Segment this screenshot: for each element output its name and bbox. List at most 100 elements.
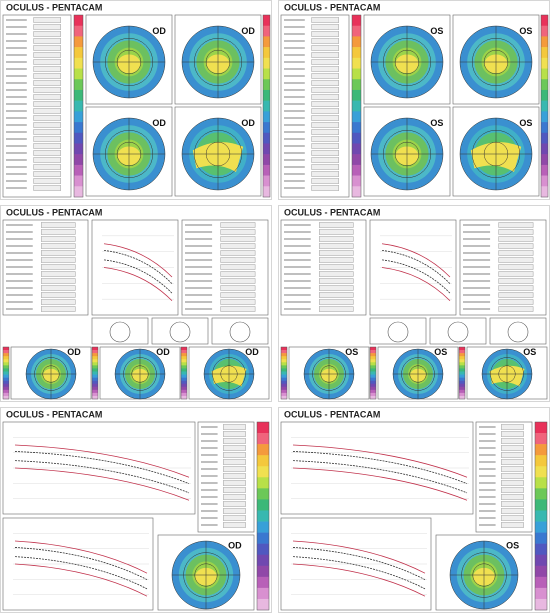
color-scale-step	[535, 565, 547, 578]
info-box	[220, 229, 256, 235]
info-box	[41, 264, 76, 270]
color-scale-step	[181, 368, 187, 372]
report-panel: OCULUS - PENTACAM OD	[0, 407, 272, 613]
color-scale-step	[459, 371, 465, 375]
color-scale-step	[281, 383, 287, 388]
info-box	[220, 271, 256, 277]
info-box	[33, 52, 61, 58]
eye-label: OS	[519, 26, 532, 36]
color-scale-step	[181, 395, 187, 400]
diagram-frame	[151, 317, 209, 345]
color-scale-step	[257, 521, 269, 533]
chart-curve	[292, 556, 426, 590]
color-scale-step	[352, 122, 361, 134]
color-scale-step	[535, 422, 547, 434]
info-box	[222, 522, 246, 528]
report-panel: OCULUS - PENTACAM OD OD OD OD	[0, 0, 272, 200]
eye-label: OD	[228, 540, 242, 550]
color-scale-step	[92, 374, 98, 378]
info-box	[222, 445, 246, 451]
chart-curve	[103, 250, 173, 284]
color-scale-step	[281, 350, 287, 354]
color-scale-step	[92, 365, 98, 369]
diagram-circle	[387, 321, 409, 343]
info-box	[319, 264, 354, 270]
color-scale-step	[541, 132, 548, 144]
color-scale-step	[3, 365, 9, 369]
color-scale-step	[370, 389, 376, 394]
color-scale-step	[352, 68, 361, 80]
color-scale-step	[257, 488, 269, 500]
info-box	[311, 129, 340, 135]
color-scale-step	[263, 111, 270, 123]
color-scale-frame	[534, 421, 548, 611]
color-scale-step	[92, 380, 98, 385]
info-box	[311, 150, 340, 156]
color-scale-step	[92, 386, 98, 391]
info-box	[498, 306, 534, 312]
info-box	[41, 243, 76, 249]
color-scale-step	[92, 392, 98, 397]
chart-curve	[292, 547, 426, 580]
info-box	[41, 250, 76, 256]
info-box	[498, 264, 534, 270]
chart-curve	[103, 243, 173, 278]
info-box	[311, 178, 340, 184]
color-scale-step	[74, 15, 83, 27]
color-scale-step	[535, 598, 547, 611]
color-scale-step	[3, 392, 9, 397]
chart-curve	[103, 259, 173, 294]
color-scale-step	[541, 100, 548, 112]
info-box	[311, 87, 340, 93]
color-scale-step	[459, 380, 465, 385]
color-scale-step	[541, 15, 548, 27]
panel-title: OCULUS - PENTACAM	[6, 409, 102, 419]
color-scale-step	[181, 386, 187, 391]
info-box	[41, 292, 76, 298]
info-box	[41, 285, 76, 291]
eye-label: OD	[245, 347, 259, 357]
color-scale-step	[370, 374, 376, 378]
color-scale-step	[257, 576, 269, 589]
eye-label: OS	[506, 540, 519, 550]
color-scale-step	[74, 111, 83, 123]
info-box	[501, 445, 524, 451]
chart-curve	[292, 451, 468, 485]
color-scale-step	[74, 36, 83, 48]
color-scale-step	[459, 365, 465, 369]
info-box	[33, 17, 61, 23]
info-box	[33, 87, 61, 93]
color-scale-step	[352, 143, 361, 155]
info-box	[501, 424, 524, 430]
color-scale-step	[181, 347, 187, 351]
color-scale-step	[257, 422, 269, 434]
color-scale-step	[281, 365, 287, 369]
color-scale-step	[3, 380, 9, 385]
color-scale-step	[281, 359, 287, 363]
info-box	[311, 122, 340, 128]
diagram-frame	[489, 317, 547, 345]
color-scale-step	[74, 164, 83, 176]
color-scale-step	[281, 347, 287, 351]
info-box	[498, 243, 534, 249]
color-scale-step	[535, 510, 547, 522]
color-scale-step	[535, 499, 547, 511]
color-scale-step	[541, 79, 548, 91]
info-box	[501, 487, 524, 493]
info-box	[41, 236, 76, 242]
info-box	[33, 178, 61, 184]
info-box	[498, 271, 534, 277]
info-box	[222, 508, 246, 514]
color-scale-step	[459, 383, 465, 388]
color-scale-step	[459, 377, 465, 381]
color-scale-step	[92, 395, 98, 400]
color-scale-step	[535, 488, 547, 500]
color-scale-step	[352, 164, 361, 176]
chart-curve	[292, 444, 468, 478]
color-scale-frame	[351, 14, 362, 198]
color-scale-step	[3, 371, 9, 375]
info-box	[41, 306, 76, 312]
color-scale-step	[92, 356, 98, 360]
eye-label: OD	[152, 118, 166, 128]
chart-curve	[14, 467, 190, 501]
